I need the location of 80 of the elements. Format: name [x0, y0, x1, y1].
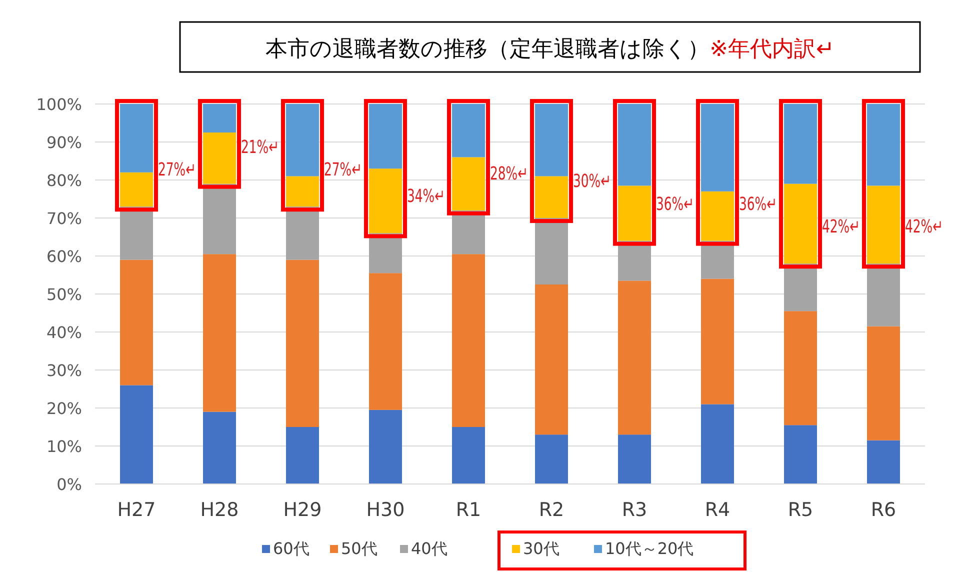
annotation: 27%↵ — [324, 160, 380, 181]
y-tick-label: 50% — [46, 285, 82, 304]
bar — [120, 260, 153, 386]
bar — [867, 104, 900, 186]
bar — [784, 104, 817, 184]
y-tick-label: 100% — [36, 95, 82, 114]
bar — [535, 434, 568, 484]
bar — [784, 425, 817, 484]
chart-title: 本市の退職者数の推移（定年退職者は除く） — [266, 37, 710, 62]
bar — [452, 104, 485, 158]
bar — [701, 104, 734, 192]
bar — [203, 254, 236, 412]
bar — [452, 427, 485, 484]
bar — [452, 254, 485, 427]
bar — [120, 385, 153, 484]
bar — [701, 191, 734, 241]
bar — [784, 184, 817, 264]
y-tick-label: 40% — [46, 323, 82, 342]
bar — [369, 410, 402, 484]
annotation: 36%↵ — [739, 194, 794, 215]
annotation: 42%↵ — [905, 216, 954, 238]
bar — [535, 176, 568, 218]
bar — [618, 280, 651, 435]
bar — [867, 186, 900, 264]
bar — [203, 132, 236, 184]
bar — [369, 168, 402, 234]
bar — [867, 326, 900, 440]
x-tick-label: H27 — [117, 499, 156, 521]
x-tick-label: R4 — [704, 499, 730, 521]
bar — [535, 104, 568, 176]
bar — [369, 273, 402, 410]
y-tick-label: 20% — [46, 399, 82, 418]
bar — [867, 440, 900, 484]
bar — [286, 427, 319, 484]
legend-label: 40代 — [411, 539, 448, 558]
annotation: 28%↵ — [490, 163, 546, 184]
annotation: 21%↵ — [241, 136, 296, 158]
x-tick-label: R5 — [788, 499, 814, 521]
bar — [618, 186, 651, 241]
bar — [784, 264, 817, 312]
y-tick-label: 60% — [46, 247, 82, 266]
y-tick-label: 30% — [46, 361, 82, 380]
y-tick-label: 80% — [46, 171, 82, 190]
x-tick-label: R1 — [456, 499, 482, 521]
annotation: 36%↵ — [656, 194, 712, 215]
bar — [120, 104, 153, 172]
bar — [369, 233, 402, 274]
legend-label: 10代～20代 — [605, 539, 694, 558]
annotation: 34%↵ — [407, 186, 462, 208]
bar — [286, 176, 319, 207]
bar — [203, 412, 236, 484]
bar — [701, 404, 734, 484]
y-tick-label: 10% — [46, 437, 82, 456]
bar — [618, 104, 651, 186]
chart-subtitle: ※年代内訳↵ — [710, 37, 834, 62]
legend-label: 60代 — [273, 539, 310, 558]
bar — [618, 434, 651, 484]
y-tick-label: 70% — [46, 209, 82, 228]
y-tick-label: 0% — [56, 475, 82, 494]
bar — [452, 157, 485, 210]
y-tick-label: 90% — [46, 133, 82, 152]
x-tick-label: R2 — [538, 499, 564, 521]
annotation: 27%↵ — [158, 160, 214, 181]
bar — [369, 104, 402, 169]
x-tick-label: R6 — [870, 499, 896, 521]
bar — [784, 311, 817, 426]
legend-label: 50代 — [341, 539, 378, 558]
bar — [203, 104, 236, 132]
bar — [286, 104, 319, 176]
legend-label: 30代 — [523, 539, 560, 558]
annotation: 42%↵ — [822, 216, 878, 238]
annotation: 30%↵ — [573, 171, 628, 192]
bar — [701, 278, 734, 404]
x-tick-label: H28 — [200, 499, 239, 521]
bar — [535, 284, 568, 435]
bar — [120, 172, 153, 207]
bar — [286, 260, 319, 427]
x-tick-label: H29 — [283, 499, 322, 521]
x-tick-label: H30 — [366, 499, 405, 521]
x-tick-label: R3 — [622, 499, 648, 521]
